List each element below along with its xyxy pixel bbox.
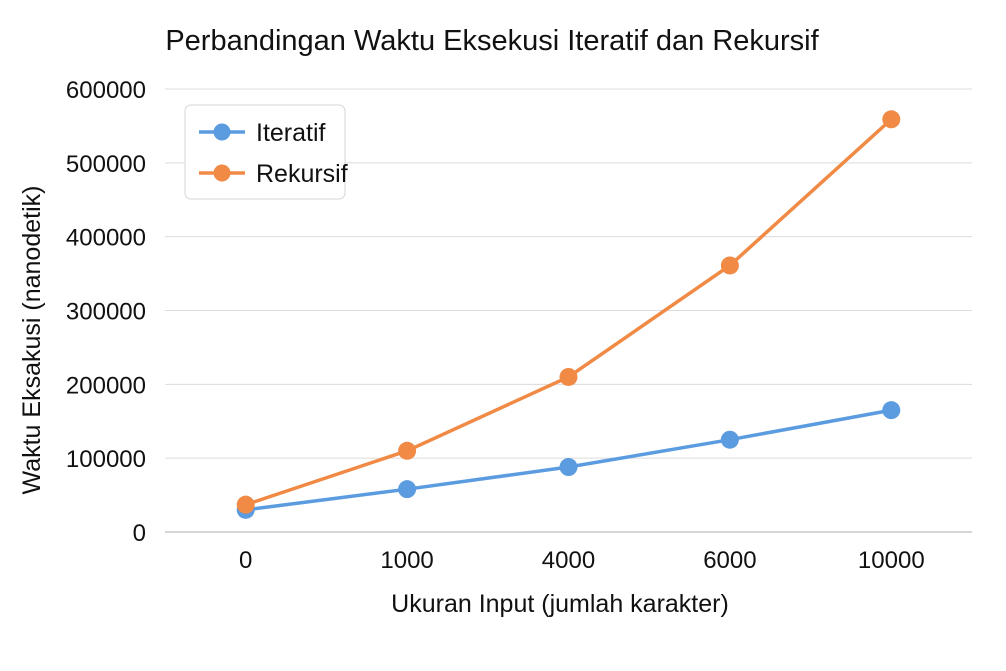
x-tick-label: 6000 [703, 547, 756, 574]
series-rekursif [236, 110, 901, 514]
data-point-rekursif [398, 441, 417, 460]
series-iteratif [236, 401, 901, 519]
legend-label-rekursif: Rekursif [256, 160, 348, 188]
y-tick-label: 600000 [66, 77, 146, 104]
x-tick-label: 4000 [542, 547, 595, 574]
data-point-iteratif [882, 401, 901, 420]
chart-title: Perbandingan Waktu Eksekusi Iteratif dan… [165, 25, 819, 57]
data-point-iteratif [398, 480, 417, 499]
y-tick-label: 200000 [66, 372, 146, 399]
data-point-rekursif [882, 110, 901, 129]
y-tick-label: 300000 [66, 299, 146, 326]
y-tick-labels: 0 100000 200000 300000 400000 500000 600000 [66, 77, 146, 547]
x-tick-labels: 0 1000 4000 6000 10000 [239, 547, 925, 574]
legend-label-iteratif: Iteratif [256, 119, 326, 147]
y-tick-label: 500000 [66, 151, 146, 178]
legend: Iteratif Rekursif [184, 104, 348, 200]
y-axis-label: Waktu Eksakusi (nanodetik) [18, 186, 46, 495]
data-point-iteratif [559, 458, 578, 477]
series-layer [236, 110, 901, 519]
y-tick-label: 0 [133, 520, 146, 547]
legend-marker-rekursif [213, 164, 231, 182]
legend-items: Iteratif Rekursif [199, 119, 348, 188]
x-tick-label: 10000 [858, 547, 925, 574]
data-point-rekursif [559, 367, 578, 386]
x-axis-label: Ukuran Input (jumlah karakter) [391, 590, 729, 618]
y-tick-label: 100000 [66, 446, 146, 473]
x-tick-label: 1000 [380, 547, 433, 574]
data-point-rekursif [236, 495, 255, 514]
data-point-iteratif [720, 430, 739, 449]
y-tick-label: 400000 [66, 225, 146, 252]
legend-marker-iteratif [213, 123, 231, 141]
x-tick-label: 0 [239, 547, 252, 574]
data-point-rekursif [720, 256, 739, 275]
